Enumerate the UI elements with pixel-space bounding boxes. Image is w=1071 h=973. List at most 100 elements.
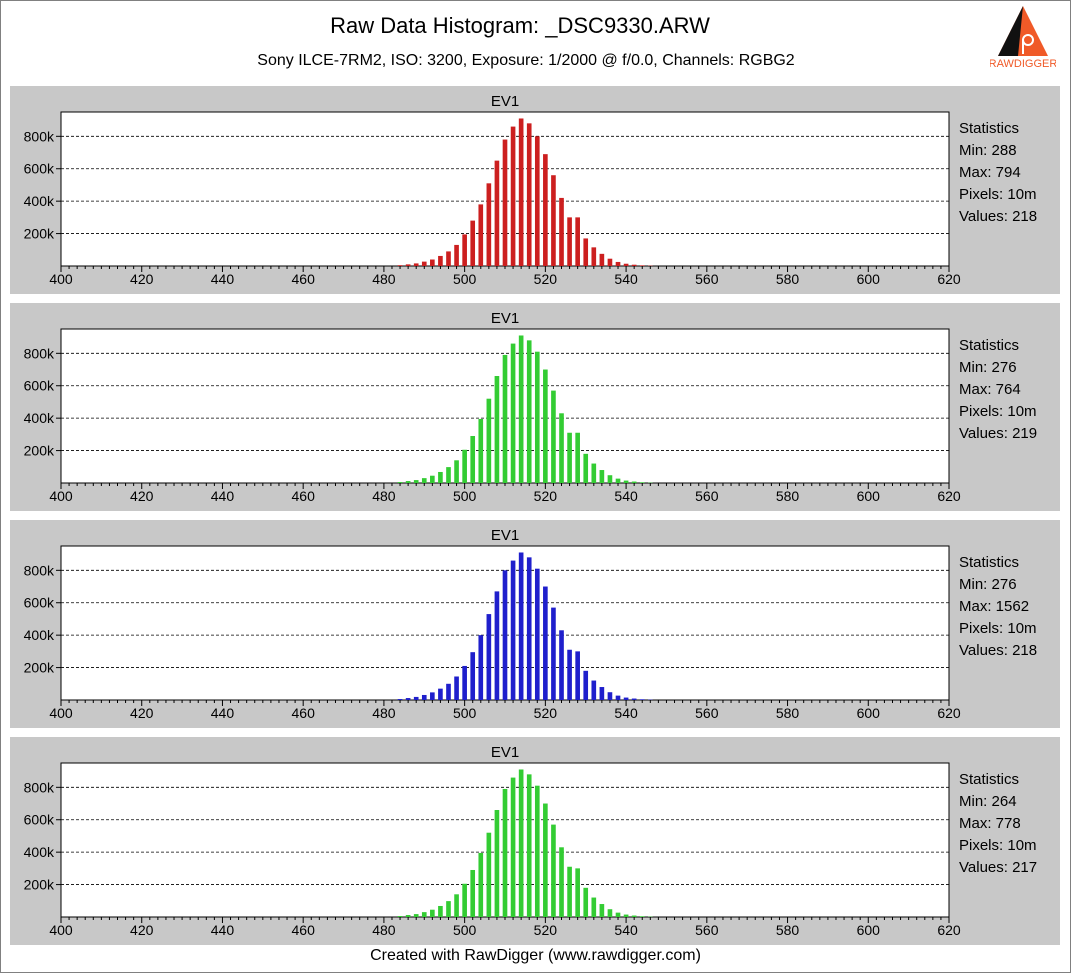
histogram-bar — [421, 694, 427, 700]
x-tick-label: 480 — [372, 705, 396, 721]
y-tick-label: 200k — [24, 226, 55, 242]
stats-heading: Statistics — [959, 337, 1020, 354]
histogram-bar — [591, 680, 597, 700]
histogram-bar — [438, 471, 443, 483]
x-tick-label: 540 — [614, 705, 638, 721]
histogram-bar — [615, 912, 621, 917]
histogram-bar — [534, 351, 540, 483]
histogram-bar — [397, 916, 403, 917]
statistics-block: Statistics Min: 276 Max: 764 Pixels: 10m Val… — [959, 335, 1059, 445]
histogram-bar — [567, 432, 572, 483]
histogram-bar — [494, 810, 500, 917]
x-tick-label: 400 — [49, 705, 73, 721]
y-tick-label: 800k — [24, 562, 55, 578]
stats-pixels: Pixels: 10m — [959, 620, 1037, 637]
x-tick-label: 520 — [534, 271, 558, 287]
histogram-bar — [526, 557, 532, 700]
histogram-bar — [631, 481, 637, 483]
histogram-bar — [438, 255, 443, 266]
x-tick-label: 560 — [695, 922, 719, 938]
stats-min: Min: 264 — [959, 793, 1017, 810]
histogram-bar — [599, 253, 605, 266]
histogram-chart: EV1 200k 400k 600k 800k 400 420 440 460 480 500 520… — [24, 744, 961, 938]
stats-values: Values: 218 — [959, 208, 1038, 225]
histogram-bar — [567, 866, 572, 917]
y-tick-label: 800k — [24, 779, 55, 795]
histogram-bar — [639, 916, 645, 917]
x-tick-label: 540 — [614, 922, 638, 938]
histogram-bar — [551, 175, 556, 266]
histogram-bar — [631, 698, 637, 700]
histogram-bar — [615, 261, 621, 266]
x-tick-label: 420 — [130, 705, 154, 721]
histogram-bar — [575, 868, 580, 917]
histogram-bar — [438, 905, 443, 917]
x-tick-label: 560 — [695, 271, 719, 287]
x-tick-label: 460 — [292, 922, 316, 938]
x-tick-label: 400 — [49, 271, 73, 287]
histogram-bar — [631, 915, 637, 917]
chart-title: EV1 — [491, 527, 519, 544]
x-tick-label: 560 — [695, 705, 719, 721]
histogram-bar — [623, 263, 629, 266]
rawdigger-logo: RAWDIGGER — [990, 6, 1056, 70]
histogram-bar — [438, 688, 443, 700]
histogram-bar — [454, 460, 459, 483]
histogram-bar — [583, 670, 589, 700]
histogram-bar — [543, 154, 548, 266]
histogram-bar — [510, 560, 516, 700]
histogram-bar — [591, 897, 597, 917]
histogram-bar — [526, 340, 532, 483]
x-tick-label: 580 — [776, 922, 800, 938]
histogram-bar — [405, 264, 411, 266]
histogram-bar — [631, 264, 637, 266]
stats-min: Min: 276 — [959, 576, 1017, 593]
y-tick-label: 600k — [24, 595, 55, 611]
y-tick-label: 400k — [24, 844, 55, 860]
x-tick-label: 580 — [776, 705, 800, 721]
stats-values: Values: 218 — [959, 642, 1038, 659]
histogram-bar — [551, 607, 556, 700]
x-tick-label: 460 — [292, 705, 316, 721]
stats-min: Min: 288 — [959, 142, 1017, 159]
histogram-bar — [470, 652, 476, 700]
histogram-bar — [567, 217, 572, 266]
x-tick-label: 580 — [776, 271, 800, 287]
x-tick-label: 480 — [372, 488, 396, 504]
x-tick-label: 580 — [776, 488, 800, 504]
histogram-bar — [413, 696, 419, 700]
histogram-bar — [639, 699, 645, 700]
histogram-bar — [607, 692, 613, 700]
histogram-bar — [421, 261, 427, 266]
histogram-bar — [599, 904, 605, 917]
stats-max: Max: 1562 — [959, 598, 1030, 615]
histogram-panel-g: EV1 200k 400k 600k 800k 400 420 440 460 480 500 520… — [10, 303, 1060, 511]
x-tick-label: 620 — [937, 488, 961, 504]
histogram-bar — [478, 635, 484, 700]
histogram-bar — [623, 480, 629, 483]
histogram-bar — [462, 883, 467, 917]
x-tick-label: 600 — [857, 488, 881, 504]
histogram-bar — [575, 432, 580, 483]
histogram-bar — [430, 692, 435, 700]
x-tick-label: 460 — [292, 271, 316, 287]
y-tick-label: 800k — [24, 345, 55, 361]
histogram-bar — [575, 651, 580, 700]
x-tick-label: 420 — [130, 922, 154, 938]
histogram-bar — [446, 683, 451, 700]
histogram-bar — [462, 665, 467, 700]
y-tick-label: 600k — [24, 378, 55, 394]
histogram-bar — [567, 649, 572, 700]
histogram-bar — [591, 463, 597, 483]
stats-values: Values: 219 — [959, 425, 1038, 442]
histogram-bar — [639, 265, 645, 266]
histogram-bar — [413, 914, 419, 917]
histogram-bar — [470, 869, 476, 917]
x-tick-label: 540 — [614, 271, 638, 287]
histogram-chart: EV1 200k 400k 600k 800k 400 420 440 460 480 500 520… — [24, 93, 961, 287]
histogram-bar — [421, 912, 427, 917]
x-tick-label: 420 — [130, 488, 154, 504]
histogram-bar — [486, 183, 492, 266]
stats-max: Max: 794 — [959, 164, 1021, 181]
histogram-bar — [413, 263, 419, 266]
